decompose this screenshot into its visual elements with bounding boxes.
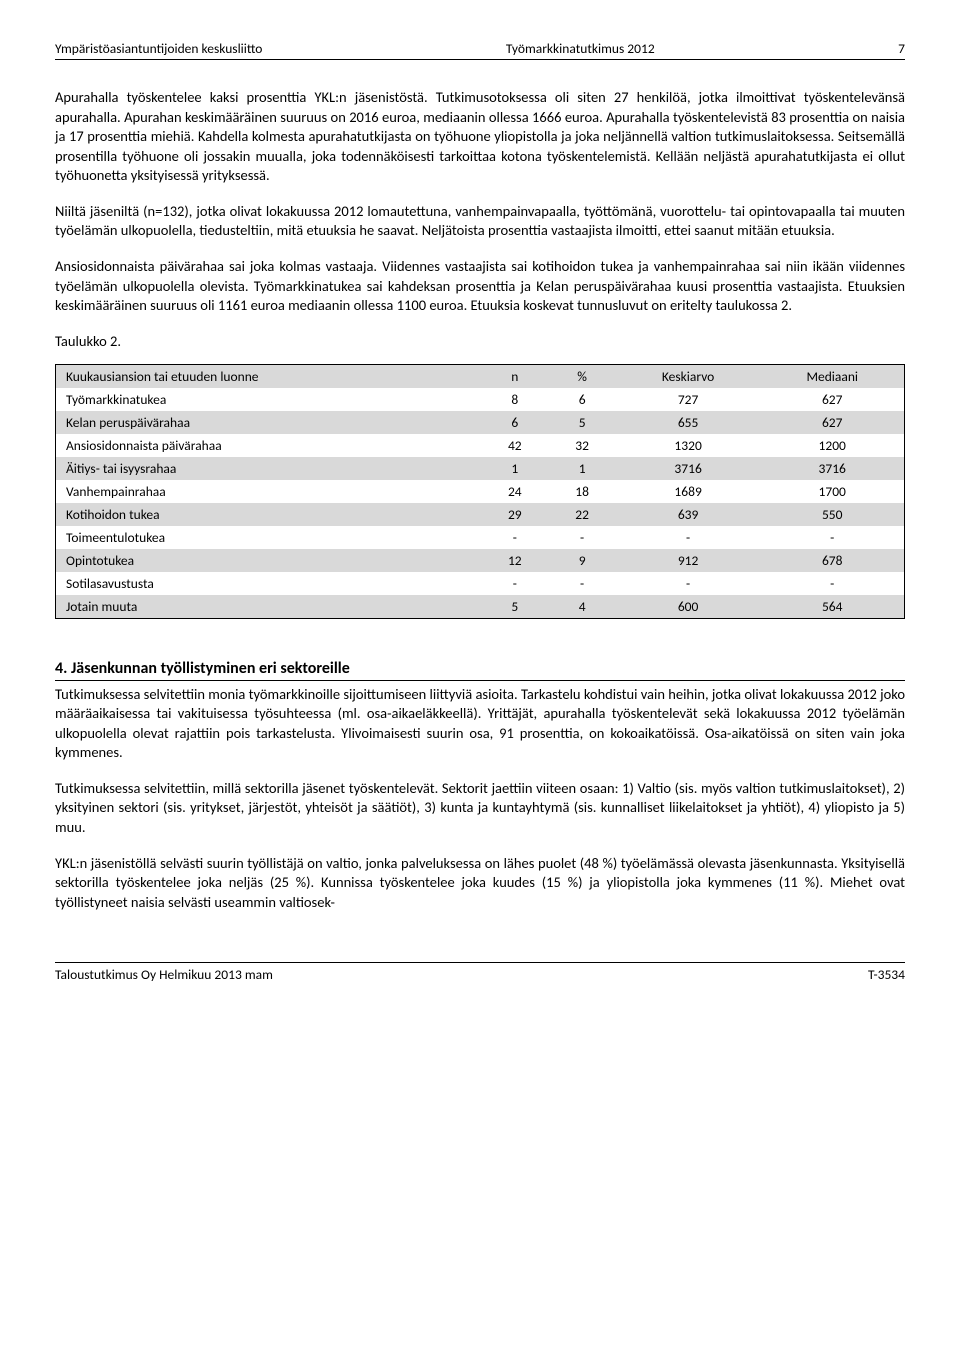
- cell-label: Työmarkkinatukea: [56, 388, 482, 411]
- cell: 564: [760, 595, 904, 619]
- col-n: n: [481, 364, 548, 388]
- cell: 655: [616, 411, 761, 434]
- cell: 639: [616, 503, 761, 526]
- cell-label: Jotain muuta: [56, 595, 482, 619]
- cell-label: Vanhempainrahaa: [56, 480, 482, 503]
- cell: 6: [481, 411, 548, 434]
- page-header: Ympäristöasiantuntijoiden keskusliitto T…: [55, 40, 905, 60]
- cell: 1200: [760, 434, 904, 457]
- cell: 627: [760, 411, 904, 434]
- cell: -: [760, 526, 904, 549]
- cell-label: Kotihoidon tukea: [56, 503, 482, 526]
- table-header-row: Kuukausiansion tai etuuden luonne n % Ke…: [56, 364, 905, 388]
- cell: 8: [481, 388, 548, 411]
- table-label: Taulukko 2.: [55, 332, 905, 350]
- cell-label: Sotilasavustusta: [56, 572, 482, 595]
- page-footer: Taloustutkimus Oy Helmikuu 2013 mam T-35…: [55, 962, 905, 983]
- cell: -: [481, 572, 548, 595]
- table-row: Jotain muuta 5 4 600 564: [56, 595, 905, 619]
- table-row: Opintotukea 12 9 912 678: [56, 549, 905, 572]
- paragraph-4: Tutkimuksessa selvitettiin monia työmark…: [55, 685, 905, 763]
- cell-label: Äitiys- tai isyysrahaa: [56, 457, 482, 480]
- cell: 32: [548, 434, 615, 457]
- cell: 29: [481, 503, 548, 526]
- cell: 1: [481, 457, 548, 480]
- cell: 3716: [760, 457, 904, 480]
- cell-label: Ansiosidonnaista päivärahaa: [56, 434, 482, 457]
- cell: 4: [548, 595, 615, 619]
- table-row: Äitiys- tai isyysrahaa 1 1 3716 3716: [56, 457, 905, 480]
- cell: 627: [760, 388, 904, 411]
- paragraph-1: Apurahalla työskentelee kaksi prosenttia…: [55, 88, 905, 186]
- paragraph-3: Ansiosidonnaista päivärahaa sai joka kol…: [55, 257, 905, 316]
- cell: -: [760, 572, 904, 595]
- cell: 22: [548, 503, 615, 526]
- cell: 1320: [616, 434, 761, 457]
- table-row: Kotihoidon tukea 29 22 639 550: [56, 503, 905, 526]
- cell: 678: [760, 549, 904, 572]
- col-mean: Keskiarvo: [616, 364, 761, 388]
- cell: 550: [760, 503, 904, 526]
- cell: 18: [548, 480, 615, 503]
- table-row: Työmarkkinatukea 8 6 727 627: [56, 388, 905, 411]
- paragraph-5: Tutkimuksessa selvitettiin, millä sektor…: [55, 779, 905, 838]
- cell: 42: [481, 434, 548, 457]
- cell: 1689: [616, 480, 761, 503]
- paragraph-2: Niiltä jäseniltä (n=132), jotka olivat l…: [55, 202, 905, 241]
- cell: -: [616, 526, 761, 549]
- cell: 5: [481, 595, 548, 619]
- cell: 24: [481, 480, 548, 503]
- table-row: Toimeentulotukea - - - -: [56, 526, 905, 549]
- header-title: Työmarkkinatutkimus 2012: [506, 40, 655, 57]
- cell: 912: [616, 549, 761, 572]
- cell: 9: [548, 549, 615, 572]
- header-org: Ympäristöasiantuntijoiden keskusliitto: [55, 40, 262, 57]
- cell-label: Opintotukea: [56, 549, 482, 572]
- header-page-number: 7: [898, 40, 905, 57]
- cell: 1700: [760, 480, 904, 503]
- col-pct: %: [548, 364, 615, 388]
- cell-label: Toimeentulotukea: [56, 526, 482, 549]
- cell: 600: [616, 595, 761, 619]
- footer-left: Taloustutkimus Oy Helmikuu 2013 mam: [55, 966, 273, 983]
- section-heading: 4. Jäsenkunnan työllistyminen eri sektor…: [55, 659, 905, 681]
- cell-label: Kelan peruspäivärahaa: [56, 411, 482, 434]
- cell: 3716: [616, 457, 761, 480]
- cell: -: [616, 572, 761, 595]
- col-label: Kuukausiansion tai etuuden luonne: [56, 364, 482, 388]
- paragraph-6: YKL:n jäsenistöllä selvästi suurin työll…: [55, 854, 905, 913]
- cell: 6: [548, 388, 615, 411]
- table-row: Vanhempainrahaa 24 18 1689 1700: [56, 480, 905, 503]
- table-row: Sotilasavustusta - - - -: [56, 572, 905, 595]
- cell: -: [481, 526, 548, 549]
- cell: -: [548, 572, 615, 595]
- footer-right: T-3534: [868, 966, 905, 983]
- cell: 1: [548, 457, 615, 480]
- table-row: Ansiosidonnaista päivärahaa 42 32 1320 1…: [56, 434, 905, 457]
- cell: 727: [616, 388, 761, 411]
- cell: 5: [548, 411, 615, 434]
- cell: -: [548, 526, 615, 549]
- cell: 12: [481, 549, 548, 572]
- table-row: Kelan peruspäivärahaa 6 5 655 627: [56, 411, 905, 434]
- benefits-table: Kuukausiansion tai etuuden luonne n % Ke…: [55, 364, 905, 619]
- col-median: Mediaani: [760, 364, 904, 388]
